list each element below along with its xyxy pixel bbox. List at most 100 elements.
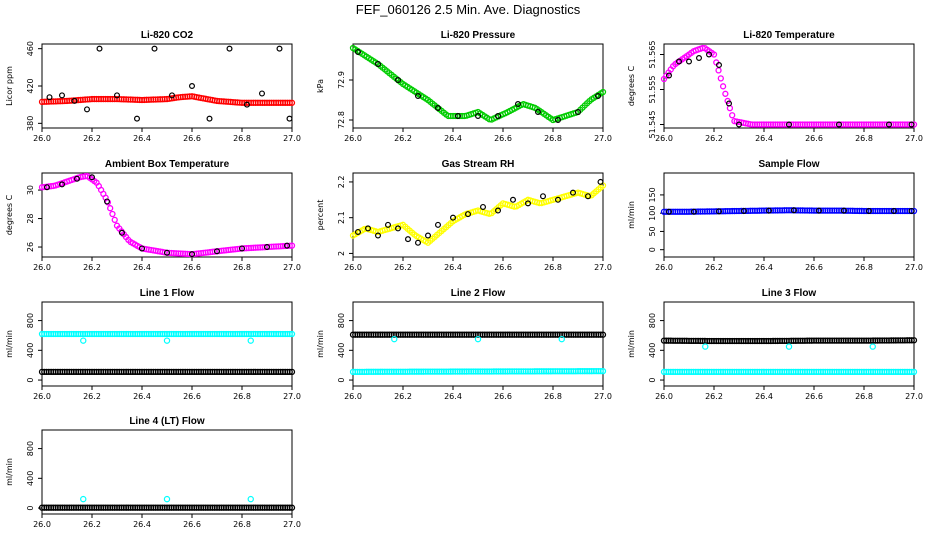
data-point	[286, 330, 293, 338]
data-point	[104, 199, 112, 206]
data-point	[725, 100, 732, 107]
x-tick-label: 26.8	[544, 392, 562, 401]
x-tick-label: 26.8	[233, 134, 251, 143]
data-point	[239, 245, 246, 252]
x-tick-label: 26.2	[83, 392, 101, 401]
y-tick-label: 420	[26, 78, 35, 93]
data-point	[244, 101, 251, 108]
y-tick-label: 400	[26, 471, 35, 486]
x-tick-label: 26.2	[83, 520, 101, 529]
data-point	[465, 211, 472, 218]
data-point	[58, 181, 65, 188]
data-series-2	[665, 207, 915, 215]
data-point	[355, 228, 362, 235]
y-tick-label: 0	[337, 378, 346, 383]
y-tick-label: 30	[26, 185, 35, 195]
data-point	[435, 104, 442, 111]
data-point	[391, 335, 398, 343]
data-point	[599, 331, 607, 338]
x-tick-label: 26.2	[705, 263, 723, 272]
x-tick-label: 26.2	[83, 134, 101, 143]
chart-panel-10: Line 4 (LT) Flow ml/min 26.0 26.2 26.4 26.6 26…	[5, 416, 301, 529]
data-point	[908, 207, 915, 214]
chart-title: Li-820 Temperature	[743, 30, 835, 41]
data-point	[83, 106, 90, 113]
data-point	[264, 244, 271, 251]
data-point	[835, 121, 842, 128]
x-tick-label: 27.0	[283, 392, 301, 401]
x-tick-label: 26.4	[133, 263, 151, 272]
x-tick-label: 26.0	[655, 134, 673, 143]
x-tick-label: 27.0	[594, 134, 612, 143]
data-point	[73, 175, 80, 182]
data-point	[80, 337, 87, 344]
data-point	[719, 83, 727, 90]
chart-title: Line 3 Flow	[762, 288, 817, 299]
data-point	[599, 88, 607, 96]
x-tick-label: 26.0	[344, 263, 362, 272]
data-point	[885, 121, 892, 128]
data-point	[103, 198, 110, 205]
x-tick-label: 26.4	[444, 134, 462, 143]
y-tick-label: 72.9	[337, 71, 346, 89]
data-point	[288, 99, 296, 106]
y-axis-label: ml/min	[316, 330, 325, 358]
data-point	[385, 221, 392, 228]
data-point	[139, 245, 146, 252]
data-point	[415, 239, 422, 246]
data-point	[597, 178, 604, 185]
y-axis-label: ml/min	[5, 458, 14, 486]
y-axis-label: ml/min	[5, 330, 14, 358]
plot-frame	[663, 43, 915, 129]
data-point	[729, 112, 736, 119]
data-series-1	[349, 44, 607, 124]
y-tick-label: 100	[648, 206, 657, 221]
data-point	[910, 368, 918, 376]
data-point	[288, 330, 296, 338]
data-point	[790, 207, 797, 214]
chart-title: Li-820 Pressure	[441, 30, 516, 41]
x-tick-label: 26.8	[855, 263, 873, 272]
x-tick-label: 27.0	[905, 263, 923, 272]
chart-title: Sample Flow	[758, 159, 819, 170]
panel-grid: Li-820 CO2 Licor ppm 26.0 26.2 26.4 26.6 26.8 2…	[5, 30, 923, 529]
x-tick-label: 26.4	[755, 263, 773, 272]
y-axis-label: ml/min	[627, 330, 636, 358]
data-point	[395, 76, 402, 83]
x-tick-label: 26.8	[855, 134, 873, 143]
data-point	[214, 248, 221, 255]
y-axis-label: ml/min	[627, 201, 636, 229]
page-title: FEF_060126 2.5 Min. Ave. Diagnostics	[356, 2, 581, 17]
y-tick-label: 400	[337, 343, 346, 358]
chart-title: Line 4 (LT) Flow	[129, 416, 205, 427]
data-point	[455, 112, 462, 119]
x-tick-label: 26.6	[805, 263, 823, 272]
data-point	[259, 90, 266, 97]
data-point	[88, 174, 95, 181]
data-point	[151, 45, 158, 52]
chart-title: Gas Stream RH	[442, 159, 515, 170]
data-series-1	[660, 44, 918, 128]
x-tick-label: 26.6	[805, 134, 823, 143]
data-point	[288, 368, 296, 376]
chart-title: Li-820 CO2	[141, 30, 194, 41]
x-tick-label: 26.0	[344, 392, 362, 401]
x-tick-label: 26.6	[494, 263, 512, 272]
data-point	[599, 367, 607, 375]
data-point	[276, 45, 283, 52]
data-point	[495, 112, 502, 119]
data-point	[118, 229, 125, 236]
data-point	[910, 337, 918, 344]
data-point	[735, 121, 742, 128]
x-tick-label: 26.2	[83, 263, 101, 272]
x-tick-label: 26.6	[494, 392, 512, 401]
data-point	[765, 207, 772, 214]
data-series-2	[355, 48, 601, 123]
data-point	[554, 116, 561, 123]
data-point	[286, 115, 293, 122]
data-point	[475, 112, 482, 119]
data-point	[286, 504, 293, 511]
data-point	[785, 343, 793, 350]
x-tick-label: 26.6	[183, 520, 201, 529]
x-tick-label: 26.0	[344, 134, 362, 143]
